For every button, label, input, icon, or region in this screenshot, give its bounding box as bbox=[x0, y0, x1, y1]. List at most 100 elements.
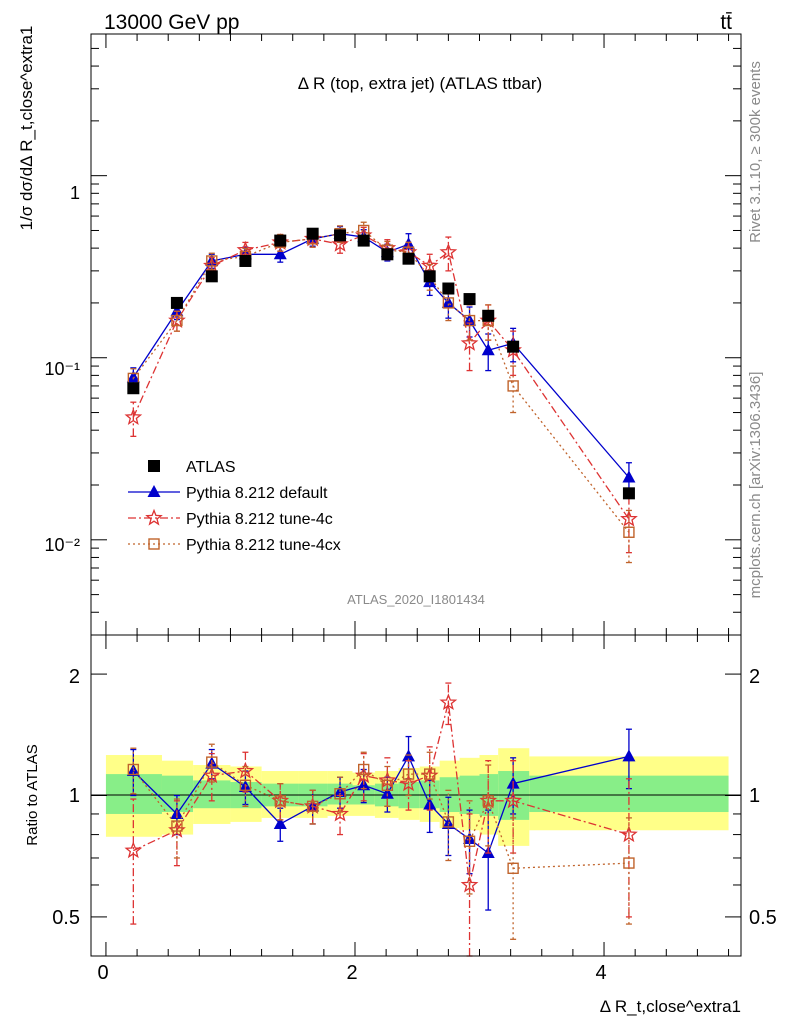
ratio-point-tune4cx bbox=[381, 779, 394, 791]
main-point-atlas bbox=[334, 229, 347, 242]
ratio-point-tune4cx bbox=[127, 763, 140, 776]
main-ytick-label-3: 1 bbox=[70, 183, 80, 203]
legend-marker-tune4cx bbox=[148, 538, 160, 550]
main-point-default bbox=[170, 304, 184, 317]
legend-label-atlas: ATLAS bbox=[186, 459, 236, 476]
ratio-ytick-label-0-5-left: 0.5 bbox=[52, 907, 80, 929]
main-point-atlas bbox=[463, 293, 476, 306]
ratio-point-tune4cx bbox=[239, 779, 252, 791]
ratio-point-tune4c bbox=[124, 841, 143, 859]
main-point-atlas bbox=[170, 296, 183, 309]
ratio-point-tune4cx bbox=[306, 800, 319, 813]
ratio-line-tune4cx bbox=[132, 761, 629, 869]
main-point-atlas bbox=[402, 252, 415, 265]
main-point-tune4cx bbox=[442, 297, 455, 309]
main-point-atlas bbox=[381, 248, 394, 261]
main-ytick-label-2: 10⁻¹ bbox=[44, 359, 80, 379]
main-point-atlas bbox=[622, 487, 635, 500]
ratio-point-tune4cx bbox=[423, 768, 436, 780]
ratio-point-tune4c bbox=[236, 761, 255, 779]
main-point-atlas bbox=[274, 234, 287, 247]
main-point-atlas bbox=[127, 382, 140, 395]
ratio-ytick-label-0-5-right: 0.5 bbox=[749, 907, 777, 929]
main-point-tune4c bbox=[439, 242, 458, 260]
main-point-default bbox=[126, 370, 140, 383]
ratio-ylabel: Ratio to ATLAS bbox=[24, 744, 41, 845]
main-chart-title: Δ R (top, extra jet) (ATLAS ttbar) bbox=[298, 74, 542, 93]
ratio-point-default bbox=[622, 749, 636, 762]
legend-label-tune4c: Pythia 8.212 tune-4c bbox=[186, 511, 333, 528]
rivet-label: Rivet 3.1.10, ≥ 300k events bbox=[747, 61, 764, 243]
main-point-tune4cx bbox=[463, 314, 476, 327]
ratio-uncertainty-bands bbox=[105, 748, 729, 846]
main-point-atlas bbox=[423, 270, 436, 283]
ratio-line-tune4c bbox=[133, 702, 630, 886]
ratio-point-default bbox=[273, 816, 287, 829]
x-axis-label: Δ R_t,close^extra1 bbox=[600, 997, 741, 1016]
main-point-tune4c bbox=[460, 333, 479, 351]
mcplots-label: mcplots.cern.ch [arXiv:1306.3436] bbox=[747, 372, 764, 599]
ratio-point-tune4c bbox=[399, 774, 418, 792]
xtick-label-4: 4 bbox=[595, 962, 606, 984]
ratio-point-default bbox=[380, 786, 394, 799]
ratio-point-tune4c bbox=[439, 693, 458, 711]
ratio-point-tune4cx bbox=[482, 795, 494, 807]
ratio-point-tune4cx bbox=[623, 857, 635, 869]
ratio-point-tune4cx bbox=[358, 763, 370, 776]
xtick-label-2: 2 bbox=[346, 962, 357, 984]
main-point-tune4c bbox=[124, 408, 143, 425]
main-point-tune4c bbox=[331, 234, 349, 252]
ratio-frame bbox=[90, 634, 742, 957]
main-point-default bbox=[273, 247, 287, 260]
ratio-point-tune4cx bbox=[274, 795, 286, 807]
header-right: tt̄ bbox=[720, 11, 732, 34]
legend: ATLAS Pythia 8.212 default Pythia 8.212 tu… bbox=[128, 459, 341, 554]
ratio-point-tune4cx bbox=[171, 820, 183, 832]
ratio-point-default bbox=[441, 816, 455, 829]
legend-marker-atlas bbox=[148, 460, 160, 472]
main-point-default bbox=[441, 295, 455, 308]
main-point-tune4cx bbox=[623, 526, 635, 538]
main-point-atlas bbox=[357, 234, 370, 247]
main-line-tune4c bbox=[132, 234, 630, 520]
ratio-point-tune4cx bbox=[442, 816, 455, 828]
ratio-ytick-label-2-right: 2 bbox=[749, 666, 760, 688]
main-ylabel: 1/σ dσ/dΔ R_t,close^extra1 bbox=[17, 26, 36, 231]
ratio-data-series bbox=[124, 682, 638, 957]
ratio-ytick-label-1-left: 1 bbox=[69, 785, 80, 807]
ratio-point-tune4cx bbox=[507, 862, 519, 874]
main-line-tune4cx bbox=[132, 229, 630, 533]
main-point-atlas bbox=[306, 227, 319, 240]
main-ytick-label-1: 10⁻² bbox=[44, 535, 80, 555]
main-point-default bbox=[481, 343, 495, 356]
ratio-panel: Ratio to ATLAS 0.5 1 2 0.5 1 2 0 2 4 Δ R… bbox=[24, 634, 777, 1016]
ratio-point-tune4cx bbox=[206, 756, 218, 768]
header-left: 13000 GeV pp bbox=[104, 11, 239, 34]
main-point-tune4cx bbox=[206, 255, 218, 267]
analysis-id: ATLAS_2020_I1801434 bbox=[347, 592, 485, 607]
main-point-tune4cx bbox=[171, 314, 183, 327]
main-line-default bbox=[132, 233, 630, 478]
legend-marker-default bbox=[147, 485, 161, 497]
legend-label-tune4cx: Pythia 8.212 tune-4cx bbox=[186, 537, 341, 554]
ratio-point-tune4cx bbox=[402, 768, 415, 780]
ratio-ytick-label-1-right: 1 bbox=[749, 785, 760, 807]
main-panel: Δ R (top, extra jet) (ATLAS ttbar) ATLAS… bbox=[17, 26, 742, 636]
ratio-ytick-label-2-left: 2 bbox=[69, 666, 80, 688]
main-point-atlas bbox=[239, 254, 252, 267]
ratio-point-tune4c bbox=[504, 791, 523, 809]
main-point-atlas bbox=[205, 270, 218, 283]
main-point-atlas bbox=[482, 309, 495, 322]
main-point-default bbox=[622, 470, 636, 483]
ratio-point-tune4cx bbox=[463, 835, 476, 847]
main-point-atlas bbox=[507, 340, 520, 353]
ratio-point-tune4c bbox=[331, 804, 349, 822]
main-point-tune4cx bbox=[507, 380, 519, 392]
main-data-series bbox=[124, 221, 638, 564]
ratio-point-tune4c bbox=[378, 771, 397, 788]
ratio-point-tune4cx bbox=[334, 788, 346, 800]
legend-label-default: Pythia 8.212 default bbox=[186, 485, 328, 502]
ratio-line-default bbox=[132, 754, 630, 855]
main-point-atlas bbox=[442, 282, 455, 295]
